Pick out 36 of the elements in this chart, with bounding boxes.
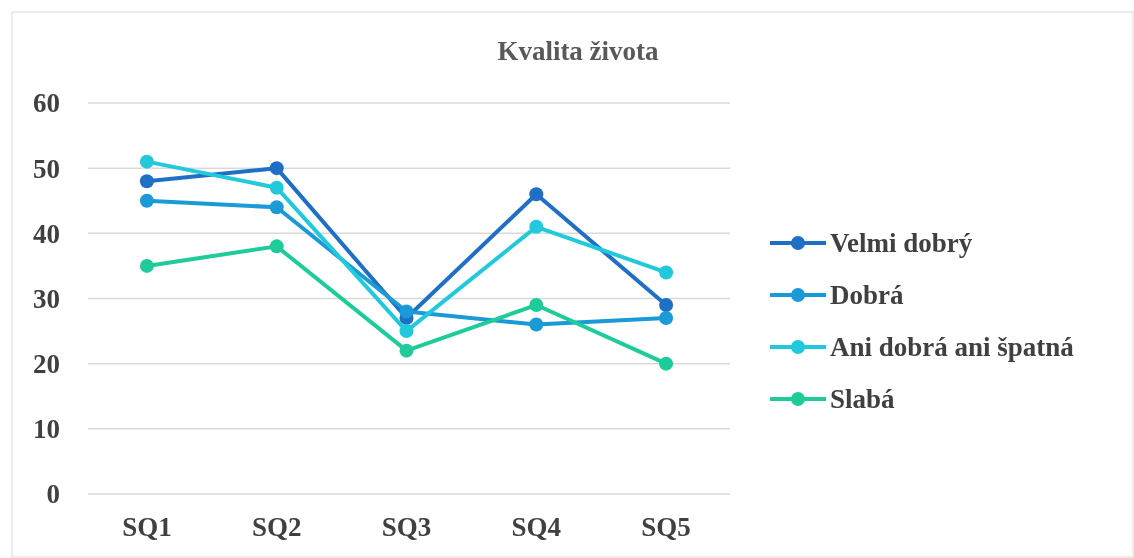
point bbox=[269, 239, 284, 254]
point bbox=[529, 317, 544, 332]
point bbox=[659, 356, 674, 371]
y-tick-label: 30 bbox=[33, 283, 60, 314]
point bbox=[269, 180, 284, 195]
point bbox=[139, 154, 154, 169]
point bbox=[529, 187, 544, 202]
point bbox=[529, 298, 544, 313]
y-tick-label: 40 bbox=[33, 218, 60, 249]
point bbox=[529, 219, 544, 234]
x-tick-label: SQ1 bbox=[122, 512, 172, 542]
legend-label: Dobrá bbox=[830, 280, 904, 311]
y-tick-label: 60 bbox=[33, 88, 60, 119]
point bbox=[269, 200, 284, 215]
chart-title: Kvalita života bbox=[497, 36, 660, 66]
point bbox=[269, 161, 284, 176]
legend-label: Ani dobrá ani špatná bbox=[830, 332, 1075, 363]
y-tick-label: 0 bbox=[46, 479, 60, 510]
point bbox=[139, 174, 154, 189]
y-tick-label: 50 bbox=[33, 153, 60, 184]
point bbox=[399, 304, 414, 319]
legend-label: Slabá bbox=[830, 384, 896, 415]
point bbox=[139, 193, 154, 208]
point bbox=[399, 324, 414, 339]
x-tick-label: SQ2 bbox=[251, 512, 302, 542]
y-tick-label: 10 bbox=[33, 414, 60, 445]
x-tick-label: SQ3 bbox=[381, 512, 432, 542]
legend-label: Velmi dobrý bbox=[830, 228, 973, 259]
point bbox=[659, 265, 674, 280]
x-tick-label: SQ4 bbox=[511, 512, 562, 542]
point bbox=[139, 258, 154, 273]
point bbox=[659, 311, 674, 326]
y-tick-label: 20 bbox=[33, 349, 60, 380]
x-tick-label: SQ5 bbox=[641, 512, 691, 542]
point bbox=[399, 343, 414, 358]
point bbox=[659, 298, 674, 313]
